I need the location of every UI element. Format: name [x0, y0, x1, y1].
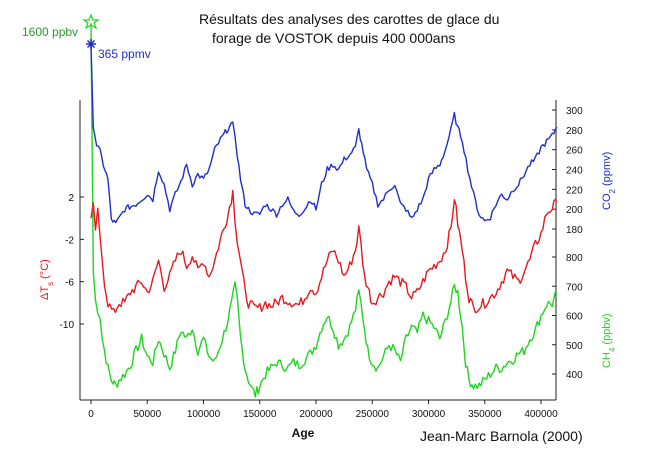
- co2-tick-label: 200: [566, 205, 583, 216]
- temperature-axis-ticks: 2 -2 -6 -10: [60, 193, 84, 331]
- series-layer: [90, 22, 558, 398]
- ch4-tick-label: 500: [566, 341, 583, 352]
- x-tick-label: 200000: [299, 409, 333, 420]
- temp-tick-label: -10: [60, 320, 75, 331]
- temp-label-sub: s: [46, 282, 55, 286]
- co2-tick-label: 280: [566, 126, 583, 137]
- ch4-label-suffix: (ppbv): [601, 313, 613, 347]
- co2-label-prefix: CO: [601, 193, 613, 210]
- ch4-axis-ticks: 800 700 600 500 400: [552, 253, 583, 381]
- chart-title-line-1: Résultats des analyses des carottes de g…: [199, 11, 499, 27]
- ch4-label-sub: 4: [608, 347, 617, 352]
- ch4-axis-label: CH4 (ppbv): [601, 313, 617, 368]
- co2-label-suffix: (ppmv): [601, 152, 613, 189]
- co2-tick-label: 240: [566, 166, 583, 177]
- x-tick-label: 350000: [468, 409, 502, 420]
- co2-tick-label: 260: [566, 146, 583, 157]
- co2-tick-label: 300: [566, 106, 583, 117]
- ch4-modern-annotation: 1600 ppbv: [22, 25, 78, 39]
- temp-label-suffix: (°C): [39, 259, 51, 282]
- ch4-label-prefix: CH: [601, 352, 613, 368]
- co2-modern-annotation: 365 ppmv: [98, 47, 151, 61]
- ch4-modern-star-icon: [82, 13, 100, 30]
- temp-tick-label: -2: [65, 235, 74, 246]
- x-tick-label: 50000: [133, 409, 161, 420]
- ch4-tick-label: 400: [566, 370, 583, 381]
- x-axis-ticks: 0 50000 100000 150000 200000 250000 300000 3500…: [88, 400, 558, 420]
- x-tick-label: 150000: [243, 409, 277, 420]
- co2-tick-label: 180: [566, 225, 583, 236]
- co2-modern-asterisk-icon: [86, 39, 96, 49]
- credit-text: Jean-Marc Barnola (2000): [420, 428, 583, 444]
- ch4-tick-label: 800: [566, 253, 583, 264]
- co2-tick-label: 220: [566, 185, 583, 196]
- temperature-series-line: [90, 189, 558, 314]
- co2-axis-label: CO2 (ppmv): [601, 152, 617, 210]
- temp-tick-label: 2: [68, 193, 74, 204]
- chart-title-line-2: forage de VOSTOK depuis 400 000ans: [212, 30, 455, 46]
- x-axis-label: Age: [292, 426, 315, 440]
- temperature-axis-label: ΔTs (°C): [39, 259, 55, 300]
- co2-series-line: [90, 45, 558, 224]
- ch4-tick-label: 600: [566, 312, 583, 323]
- x-tick-label: 100000: [187, 409, 221, 420]
- ch4-tick-label: 700: [566, 282, 583, 293]
- x-tick-label: 400000: [524, 409, 558, 420]
- temp-tick-label: -6: [65, 278, 74, 289]
- x-tick-label: 0: [88, 409, 94, 420]
- x-tick-label: 300000: [412, 409, 446, 420]
- ch4-series-line: [90, 22, 557, 398]
- x-tick-label: 250000: [356, 409, 390, 420]
- co2-label-sub: 2: [608, 189, 617, 194]
- co2-axis-ticks: 300 280 260 240 220 200 180: [552, 106, 583, 236]
- temp-label-prefix: ΔT: [39, 286, 51, 300]
